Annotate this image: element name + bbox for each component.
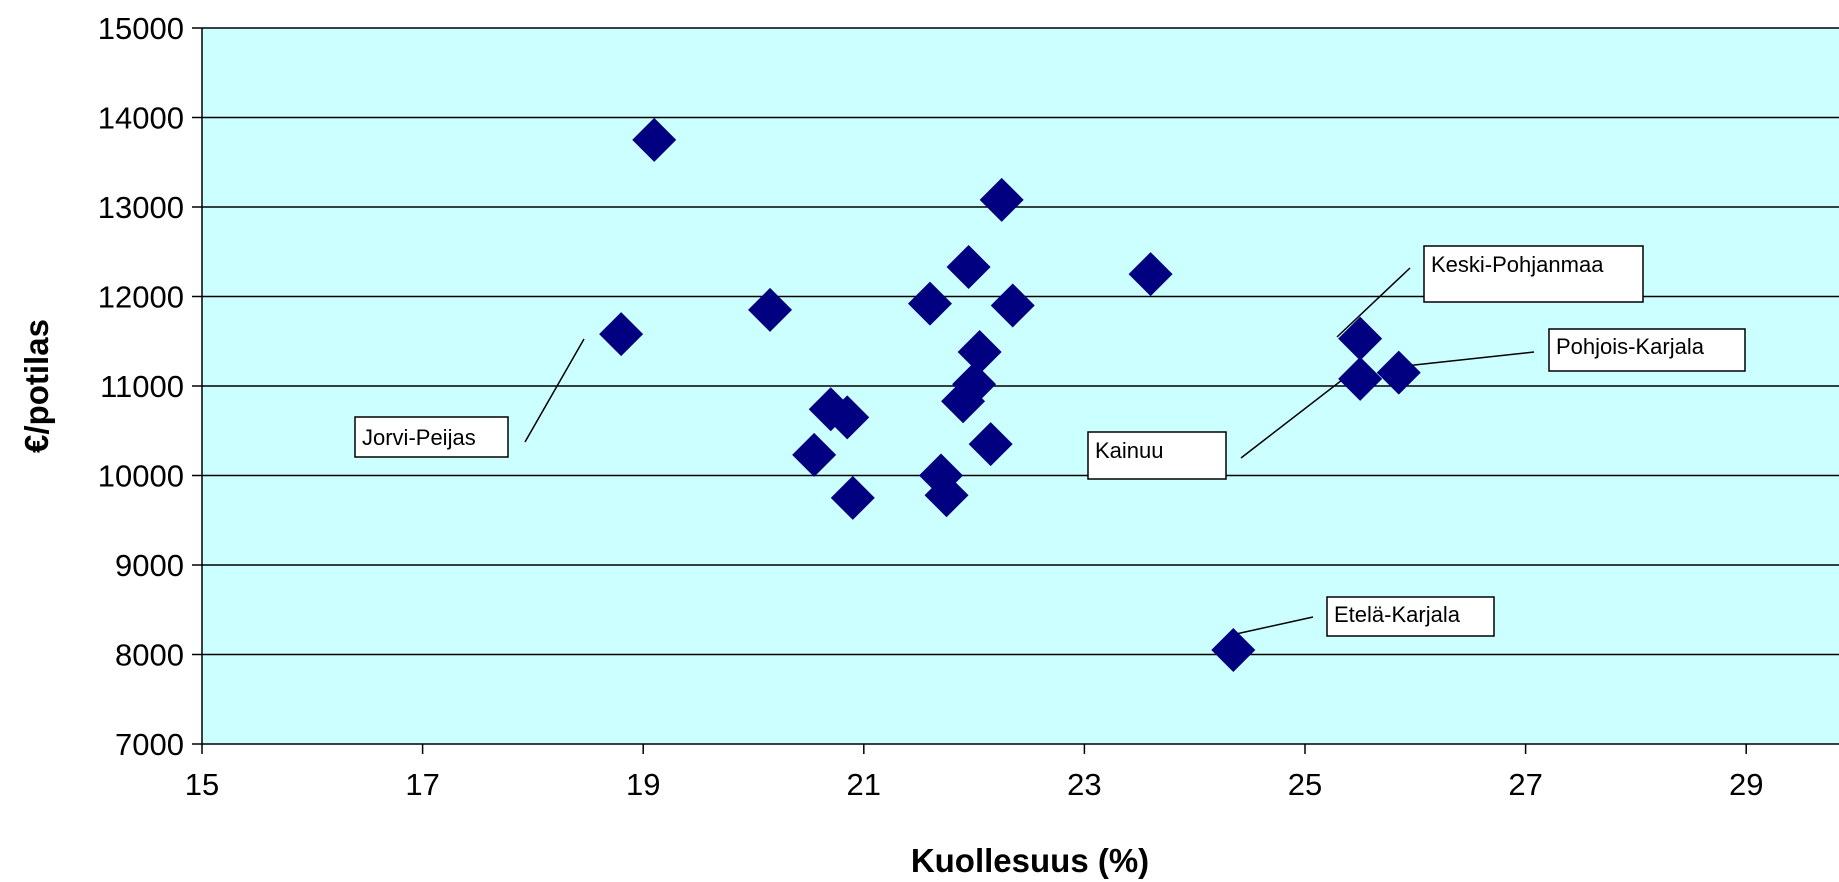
x-tick-label: 15 [185, 767, 219, 802]
axes [192, 27, 1839, 754]
annotation-leader-line [1336, 267, 1411, 338]
data-point-marker [968, 422, 1013, 467]
annotation-label: Etelä-Karjala [1334, 602, 1461, 627]
y-tick-label: 12000 [98, 280, 184, 315]
data-point-marker [599, 312, 644, 357]
annotation-leader-line [1240, 369, 1356, 459]
annotation-box [1423, 245, 1644, 303]
y-tick-label: 15000 [98, 11, 184, 46]
data-point-marker [907, 281, 952, 326]
annotation-leaders [524, 267, 1535, 635]
x-tick-label: 21 [847, 767, 881, 802]
y-tick-label: 13000 [98, 190, 184, 225]
y-tick-labels: 15000 14000 13000 12000 11000 10000 9000 8000 70… [98, 11, 184, 762]
data-point-marker [946, 244, 991, 289]
data-point-marker [830, 475, 875, 520]
data-point-marker [748, 287, 793, 332]
annotation-leader-line [524, 338, 585, 443]
data-point-marker [990, 283, 1035, 328]
gridlines [202, 27, 1839, 656]
data-point-marker [952, 362, 997, 407]
annotation-box [1548, 328, 1746, 372]
data-point-marker [957, 329, 1002, 374]
data-point-marker [1338, 316, 1383, 361]
x-axis-title: Kuollesuus (%) [911, 842, 1149, 879]
annotation-label: Jorvi-Peijas [362, 425, 476, 450]
x-tick-labels: 15 17 19 21 23 25 27 29 [185, 767, 1764, 802]
annotation-box [1087, 431, 1227, 480]
annotation-box [1326, 596, 1495, 637]
x-tick-label: 29 [1729, 767, 1763, 802]
data-point-marker [979, 177, 1024, 222]
x-tick-label: 19 [626, 767, 660, 802]
data-point-marker [1338, 356, 1383, 401]
data-point-marker [792, 432, 837, 477]
annotation-leader-line [1404, 351, 1535, 367]
annotation-leader-line [1235, 616, 1314, 635]
data-point-marker [1376, 350, 1421, 395]
annotation-label: Keski-Pohjanmaa [1431, 252, 1604, 277]
annotations: Jorvi-Peijas Keski-Pohjanmaa Pohjois-Karja… [354, 245, 1746, 637]
annotation-box [354, 416, 509, 458]
y-tick-label: 11000 [100, 369, 184, 404]
y-tick-label: 7000 [115, 727, 184, 762]
x-tick-label: 23 [1067, 767, 1101, 802]
annotation-label: Pohjois-Karjala [1556, 334, 1705, 359]
y-tick-label: 10000 [98, 459, 184, 494]
data-point-marker [632, 117, 677, 162]
y-axis-title: €/potilas [18, 319, 55, 453]
annotation-label: Kainuu [1095, 438, 1164, 463]
y-tick-label: 14000 [98, 101, 184, 136]
data-point-marker [825, 395, 870, 440]
data-point-marker [1128, 252, 1173, 297]
x-tick-label: 27 [1508, 767, 1542, 802]
data-point-marker [924, 473, 969, 518]
y-tick-label: 8000 [115, 638, 184, 673]
data-points [599, 117, 1421, 673]
x-tick-label: 17 [405, 767, 439, 802]
x-tick-label: 25 [1288, 767, 1322, 802]
data-point-marker [1211, 628, 1256, 673]
y-tick-label: 9000 [115, 548, 184, 583]
